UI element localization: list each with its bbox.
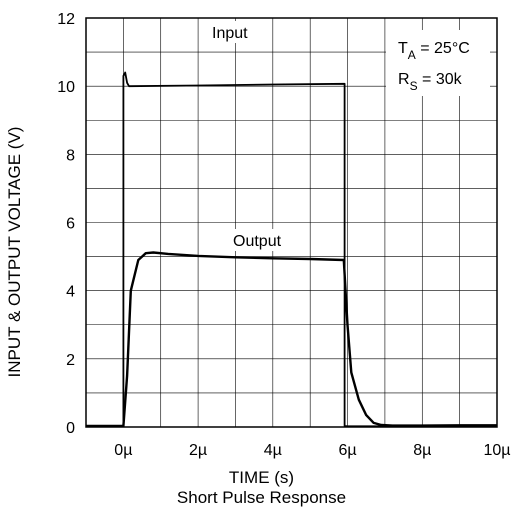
condition-ta: TA = 25°C	[398, 40, 470, 62]
y-tick-label: 4	[66, 284, 75, 301]
series-label-input: Input	[212, 25, 248, 42]
condition-label-box	[386, 30, 490, 96]
x-tick-label: 4µ	[264, 442, 282, 459]
y-tick-label: 6	[66, 216, 75, 233]
y-axis-label: INPUT & OUTPUT VOLTAGE (V)	[5, 127, 24, 378]
series-line-output	[86, 251, 497, 428]
y-tick-labels: 0 2 4 6 8 10 12	[57, 11, 75, 437]
plot-frame	[85, 17, 498, 428]
input-label-box	[206, 21, 260, 43]
x-tick-label: 0µ	[114, 442, 132, 459]
y-tick-label: 2	[66, 352, 75, 369]
x-tick-label: 6µ	[338, 442, 356, 459]
series-label-output: Output	[233, 233, 282, 250]
x-tick-labels: 0µ 2µ 4µ 6µ 8µ 10µ	[114, 442, 510, 459]
condition-rs: RS = 30k	[398, 71, 463, 93]
x-tick-label: 10µ	[483, 442, 510, 459]
x-axis-label: TIME (s)	[228, 468, 295, 487]
chart-title: Short Pulse Response	[176, 488, 347, 507]
x-tick-label: 8µ	[413, 442, 431, 459]
y-tick-label: 8	[66, 147, 75, 164]
x-tick-label: 2µ	[189, 442, 207, 459]
output-label-box	[228, 229, 294, 251]
y-tick-label: 0	[66, 420, 75, 437]
y-tick-label: 10	[57, 79, 75, 96]
y-tick-label: 12	[57, 11, 75, 28]
